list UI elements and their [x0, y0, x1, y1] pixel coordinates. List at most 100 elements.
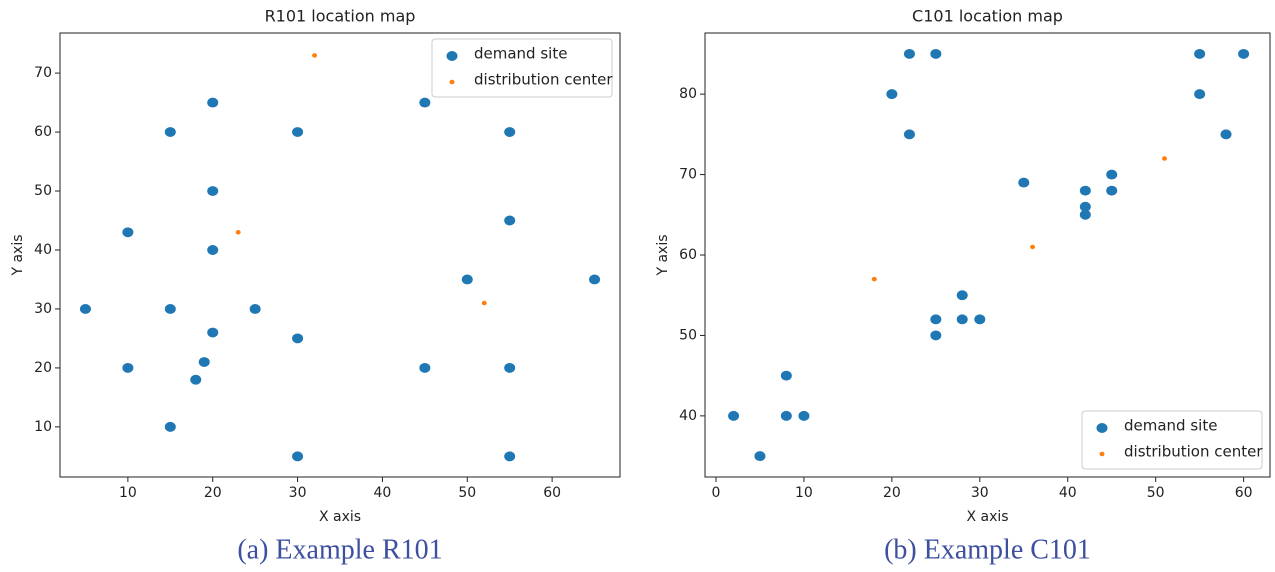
- data-point: [798, 410, 810, 421]
- x-tick-label: 40: [374, 485, 392, 501]
- data-point: [207, 327, 219, 338]
- data-point: [190, 374, 202, 385]
- data-point: [1079, 201, 1091, 212]
- y-axis-label: Y axis: [10, 234, 26, 276]
- data-point: [754, 451, 766, 462]
- x-tick-label: 50: [458, 485, 476, 501]
- data-point: [504, 127, 516, 138]
- legend: demand site distribution center: [1081, 410, 1263, 470]
- x-tick-label: 20: [883, 485, 901, 501]
- x-tick-label: 40: [1059, 485, 1077, 501]
- x-axis-label: X axis: [319, 509, 361, 525]
- data-point: [728, 410, 740, 421]
- y-tick-label: 40: [679, 408, 697, 424]
- data-point: [207, 97, 219, 108]
- data-point: [235, 230, 241, 235]
- data-point: [419, 97, 431, 108]
- y-tick-label: 10: [34, 419, 52, 435]
- data-point: [504, 362, 516, 373]
- data-point: [930, 314, 942, 325]
- x-tick-label: 60: [1235, 485, 1253, 501]
- x-tick-label: 30: [971, 485, 989, 501]
- data-point: [198, 357, 210, 367]
- y-tick-label: 70: [34, 65, 52, 81]
- data-point: [974, 314, 986, 325]
- y-tick-label: 70: [679, 167, 697, 183]
- data-point: [780, 370, 792, 381]
- x-tick-label: 20: [204, 485, 222, 501]
- data-point: [207, 245, 219, 255]
- data-point: [312, 53, 318, 58]
- data-point: [956, 314, 968, 325]
- data-point: [886, 89, 898, 100]
- y-tick-label: 80: [679, 86, 697, 102]
- y-tick-label: 30: [34, 301, 52, 317]
- legend-marker: [446, 51, 458, 61]
- x-tick-label: 10: [795, 485, 813, 501]
- legend-label: distribution center: [1124, 443, 1263, 461]
- y-tick-label: 20: [34, 360, 52, 376]
- data-point: [871, 276, 877, 282]
- data-point: [122, 227, 134, 238]
- caption: (a) Example R101: [237, 534, 442, 565]
- x-axis-label: X axis: [966, 509, 1008, 525]
- data-point: [1079, 185, 1091, 196]
- data-point: [504, 215, 516, 226]
- legend-marker: [1096, 423, 1108, 433]
- data-point: [1030, 244, 1036, 250]
- data-point: [1161, 156, 1167, 161]
- legend: demand site distribution center: [431, 38, 613, 98]
- data-point: [504, 451, 516, 462]
- chart: C101 location map 0 10 20 30 40 50 60 40 50 60 70 80…: [655, 7, 1271, 565]
- legend-label: demand site: [474, 45, 567, 63]
- chart: R101 location map 10 20 30 40 50 60 10 20 30 40 50 6…: [10, 7, 621, 565]
- x-tick-label: 10: [119, 485, 137, 501]
- data-point: [292, 127, 304, 138]
- y-tick-label: 40: [34, 242, 52, 258]
- y-tick-label: 50: [34, 183, 52, 199]
- legend-box: [431, 38, 613, 98]
- data-point: [164, 127, 176, 138]
- x-tick-label: 30: [289, 485, 307, 501]
- data-point: [589, 274, 601, 285]
- legend-label: demand site: [1124, 417, 1217, 435]
- data-point: [292, 333, 304, 344]
- data-point: [956, 290, 968, 301]
- data-point: [903, 129, 915, 140]
- data-point: [930, 330, 942, 341]
- data-point: [1018, 177, 1030, 188]
- data-point: [79, 304, 91, 314]
- data-point: [292, 451, 304, 462]
- data-point: [164, 421, 176, 432]
- plot-frame: [59, 32, 621, 478]
- x-tick-label: 60: [543, 485, 561, 501]
- data-point: [481, 300, 487, 306]
- data-point: [1194, 48, 1206, 59]
- data-point: [1194, 89, 1206, 100]
- data-point: [903, 48, 915, 59]
- legend-marker: [449, 79, 455, 85]
- plot-frame: [704, 32, 1271, 478]
- legend-marker: [1099, 451, 1105, 457]
- y-tick-label: 50: [679, 327, 697, 343]
- chart-title: C101 location map: [912, 7, 1063, 26]
- data-point: [1106, 185, 1118, 196]
- data-point: [1106, 169, 1118, 180]
- caption: (b) Example C101: [884, 534, 1091, 565]
- data-point: [122, 362, 134, 373]
- data-point: [207, 186, 219, 196]
- data-point: [419, 362, 431, 373]
- legend-box: [1081, 410, 1263, 470]
- data-point: [930, 48, 942, 59]
- x-tick-label: 50: [1147, 485, 1165, 501]
- data-point: [1220, 129, 1232, 140]
- y-tick-label: 60: [679, 247, 697, 263]
- data-point: [164, 304, 176, 314]
- y-tick-label: 60: [34, 124, 52, 140]
- legend-label: distribution center: [474, 71, 613, 89]
- chart-title: R101 location map: [265, 7, 416, 26]
- data-point: [1079, 209, 1091, 220]
- x-tick-label: 0: [712, 485, 721, 501]
- data-point: [461, 274, 473, 285]
